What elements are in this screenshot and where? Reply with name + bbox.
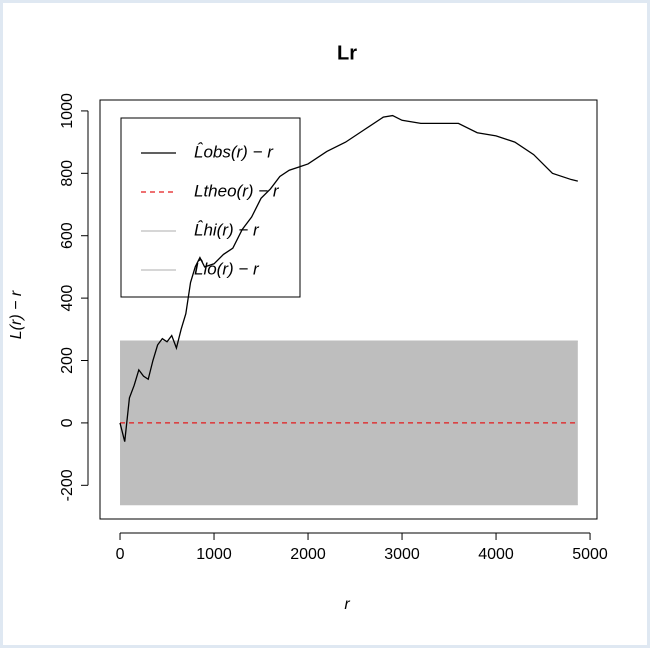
legend-label: L̂obs(r) − r: [194, 142, 274, 162]
y-tick-label: 600: [59, 222, 76, 249]
series-line: [119, 114, 578, 442]
chart: Lr r L(r) − r 0 1000 2000 3000 4000 5000 -200 0…: [8, 42, 608, 613]
x-tick-label: 2000: [290, 546, 326, 563]
x-tick-label: 4000: [478, 546, 514, 563]
plot-box: [99, 99, 598, 520]
y-tick-label: 200: [59, 347, 76, 374]
y-tick-label: 400: [59, 285, 76, 312]
legend-label: L̂hi(r) − r: [194, 220, 260, 240]
y-axis-label: L(r) − r: [8, 290, 25, 339]
x-tick-label: 1000: [196, 546, 232, 563]
x-axis-label: r: [344, 596, 350, 613]
chart-title: Lr: [337, 42, 357, 64]
x-tick-label: 5000: [572, 546, 608, 563]
y-tick-label: 1000: [59, 93, 76, 129]
legend-label: Ltheo(r) − r: [194, 181, 280, 200]
x-tick-label: 0: [116, 546, 125, 563]
y-tick-label: -200: [59, 469, 76, 501]
y-tick-label: 800: [59, 160, 76, 187]
x-tick-label: 3000: [384, 546, 420, 563]
legend-box: [120, 117, 301, 298]
legend-label: L̂lo(r) − r: [194, 259, 260, 279]
y-tick-label: 0: [59, 418, 76, 427]
